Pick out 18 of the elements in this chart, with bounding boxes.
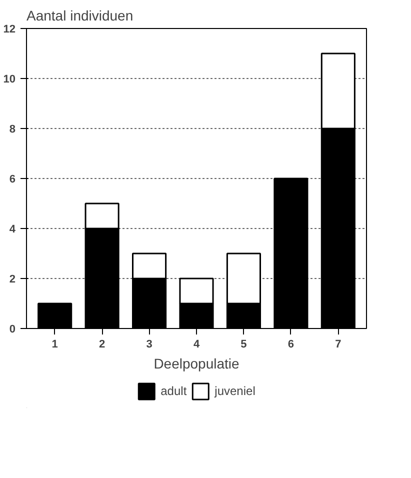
y-axis-title: Aantal individuen bbox=[26, 8, 134, 24]
x-tick-label: 4 bbox=[193, 338, 200, 350]
x-tick-label: 6 bbox=[288, 338, 294, 350]
x-tick-label: 5 bbox=[240, 338, 247, 350]
x-tick-label: 2 bbox=[98, 338, 106, 350]
y-tick-label: 8 bbox=[9, 124, 16, 136]
y-tick-label: 4 bbox=[9, 224, 16, 236]
x-tick-label: 3 bbox=[146, 338, 152, 350]
y-tick-label: 0 bbox=[9, 324, 16, 336]
x-axis-title: Deelpopulatie bbox=[154, 356, 240, 372]
x-tick-label: 1 bbox=[52, 338, 58, 350]
y-tick-label: 12 bbox=[3, 24, 16, 36]
y-tick-label: 2 bbox=[9, 274, 16, 286]
y-tick-label: 6 bbox=[9, 174, 16, 186]
legend-label: juveniel bbox=[214, 384, 256, 398]
legend-label: adult bbox=[160, 384, 187, 398]
y-tick-label: 10 bbox=[3, 74, 16, 86]
x-tick-label: 7 bbox=[335, 338, 342, 350]
